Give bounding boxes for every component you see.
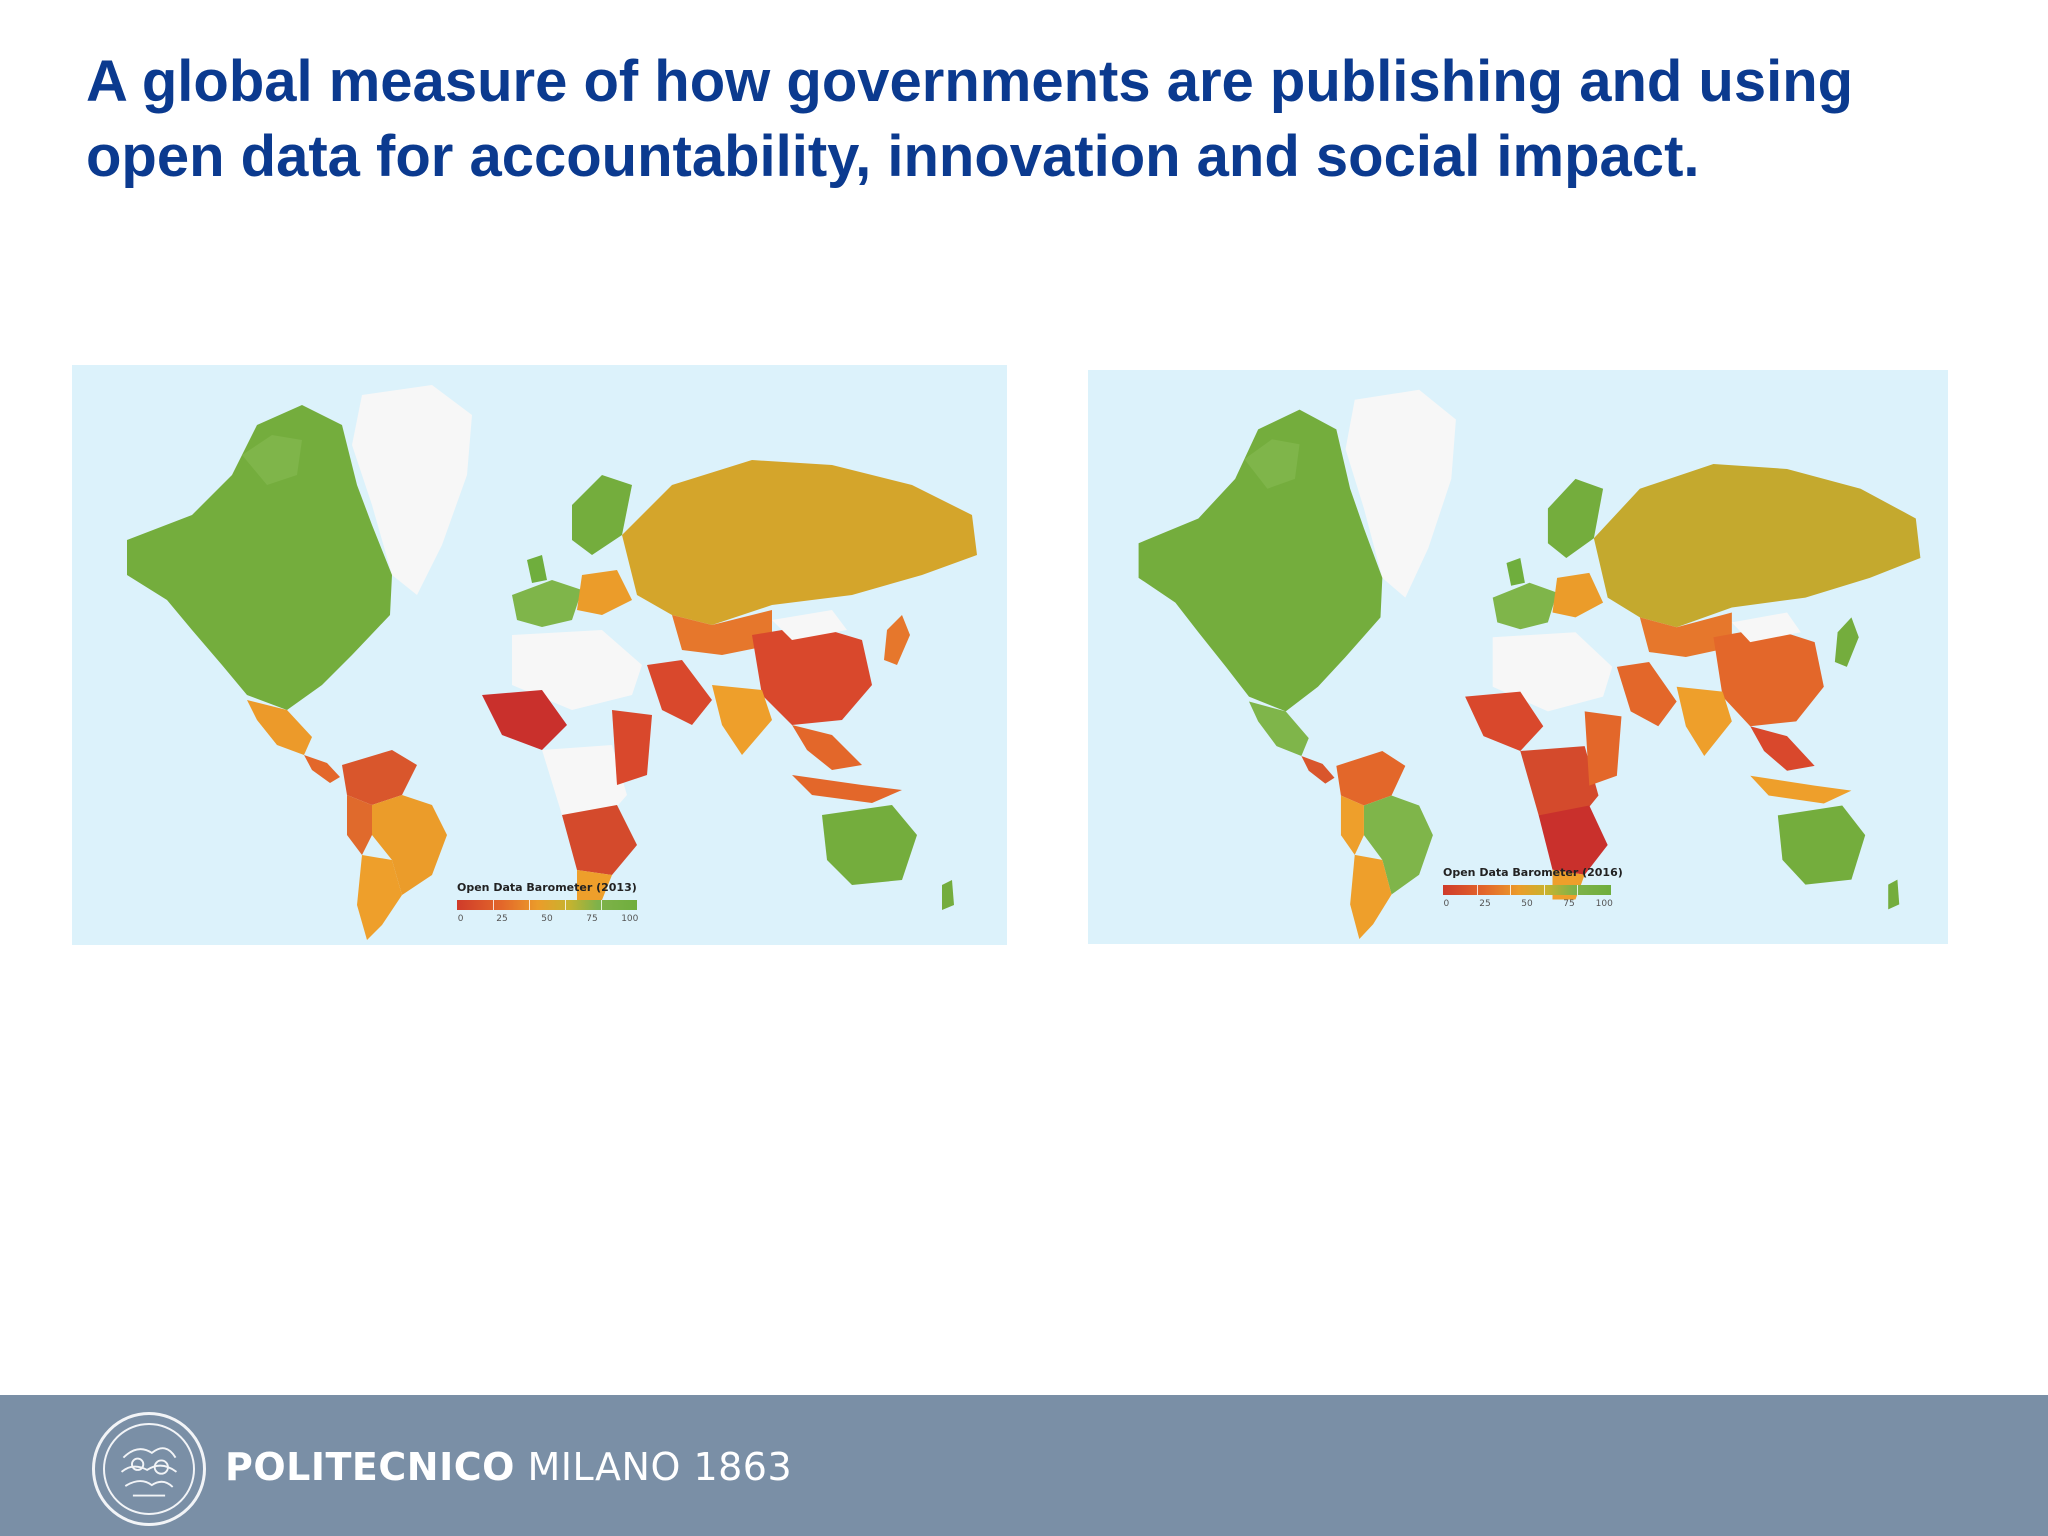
uk <box>527 555 547 583</box>
color-scale-bar <box>457 900 637 910</box>
south-africa <box>577 870 612 900</box>
slide-title: A global measure of how governments are … <box>86 49 1854 189</box>
west-africa <box>482 690 567 750</box>
tick-label: 100 <box>621 914 639 924</box>
indonesia <box>1750 775 1852 804</box>
central-america <box>1301 755 1335 784</box>
mexico <box>1248 701 1309 756</box>
southern-africa <box>562 805 637 875</box>
tick-label: 0 <box>457 914 464 924</box>
indonesia <box>792 775 902 803</box>
andes <box>1340 795 1364 855</box>
south-america-north <box>342 750 417 805</box>
legend-2013: Open Data Barometer (2013) 0 25 50 75 10… <box>457 881 639 926</box>
world-map-2016: Open Data Barometer (2016) 0 25 50 75 10… <box>1088 370 1948 944</box>
japan <box>1834 617 1859 667</box>
wordmark-rest: MILANO 1863 <box>527 1445 793 1489</box>
arctic-islands <box>242 435 302 485</box>
north-africa <box>1492 632 1613 712</box>
central-asia <box>1639 612 1732 657</box>
legend-2016: Open Data Barometer (2016) 0 25 50 75 10… <box>1443 866 1623 911</box>
footer-bar: POLITECNICO MILANO 1863 <box>0 1395 2048 1536</box>
andes <box>347 795 372 855</box>
china <box>752 625 872 725</box>
world-map-2013-shapes <box>127 385 977 940</box>
tick-label: 25 <box>1479 899 1491 909</box>
world-map-2013: Open Data Barometer (2013) 0 25 50 75 10… <box>72 365 1007 945</box>
western-europe <box>1492 582 1558 630</box>
wordmark-bold: POLITECNICO <box>225 1445 515 1489</box>
china <box>1713 627 1824 727</box>
new-zealand <box>1888 879 1900 910</box>
north-america <box>1138 409 1383 712</box>
north-america <box>127 405 392 710</box>
brazil <box>372 795 447 895</box>
australia <box>1777 805 1866 885</box>
seal-artwork <box>120 1447 178 1497</box>
mexico <box>247 700 312 755</box>
southeast-asia <box>1750 726 1815 771</box>
brazil <box>1363 795 1433 895</box>
south-america-north <box>1336 751 1406 806</box>
eastern-europe <box>577 570 632 615</box>
russia <box>1593 464 1921 628</box>
new-zealand <box>942 880 954 910</box>
russia <box>622 460 977 625</box>
greenland <box>352 385 472 595</box>
tick-label: 25 <box>496 914 508 924</box>
central-america <box>304 755 340 783</box>
legend-title-2013: Open Data Barometer (2013) <box>457 881 637 894</box>
scale-ticks: 0 25 50 75 100 <box>1443 899 1613 911</box>
tick-label: 75 <box>586 914 598 924</box>
world-map-2016-shapes <box>1138 389 1921 940</box>
scale-ticks: 0 25 50 75 100 <box>457 914 639 926</box>
institution-wordmark: POLITECNICO MILANO 1863 <box>225 1445 792 1489</box>
color-scale-bar <box>1443 885 1611 895</box>
tick-label: 50 <box>541 914 553 924</box>
legend-title-2016: Open Data Barometer (2016) <box>1443 866 1623 879</box>
eastern-europe <box>1552 572 1604 618</box>
southern-cone <box>1350 854 1392 940</box>
arabia <box>1616 661 1677 727</box>
tick-label: 75 <box>1563 899 1575 909</box>
west-africa <box>1465 691 1544 752</box>
southern-africa <box>1538 805 1608 875</box>
arctic-islands <box>1244 439 1300 489</box>
mongolia <box>1731 612 1801 643</box>
greenland <box>1345 389 1456 598</box>
east-africa <box>1584 711 1622 786</box>
east-africa <box>612 710 652 785</box>
japan <box>884 615 910 665</box>
scandinavia <box>1547 478 1604 559</box>
southeast-asia <box>792 725 862 770</box>
tick-label: 50 <box>1521 899 1533 909</box>
india <box>712 685 772 755</box>
central-asia <box>672 610 772 655</box>
university-seal-icon <box>92 1412 206 1526</box>
scandinavia <box>572 475 632 555</box>
western-europe <box>512 580 582 627</box>
india <box>1676 686 1732 756</box>
tick-label: 0 <box>1443 899 1450 909</box>
mongolia <box>772 610 847 640</box>
north-africa <box>512 630 642 710</box>
southern-cone <box>357 855 402 940</box>
australia <box>822 805 917 885</box>
tick-label: 100 <box>1595 899 1613 909</box>
arabia <box>647 660 712 725</box>
uk <box>1506 558 1525 586</box>
